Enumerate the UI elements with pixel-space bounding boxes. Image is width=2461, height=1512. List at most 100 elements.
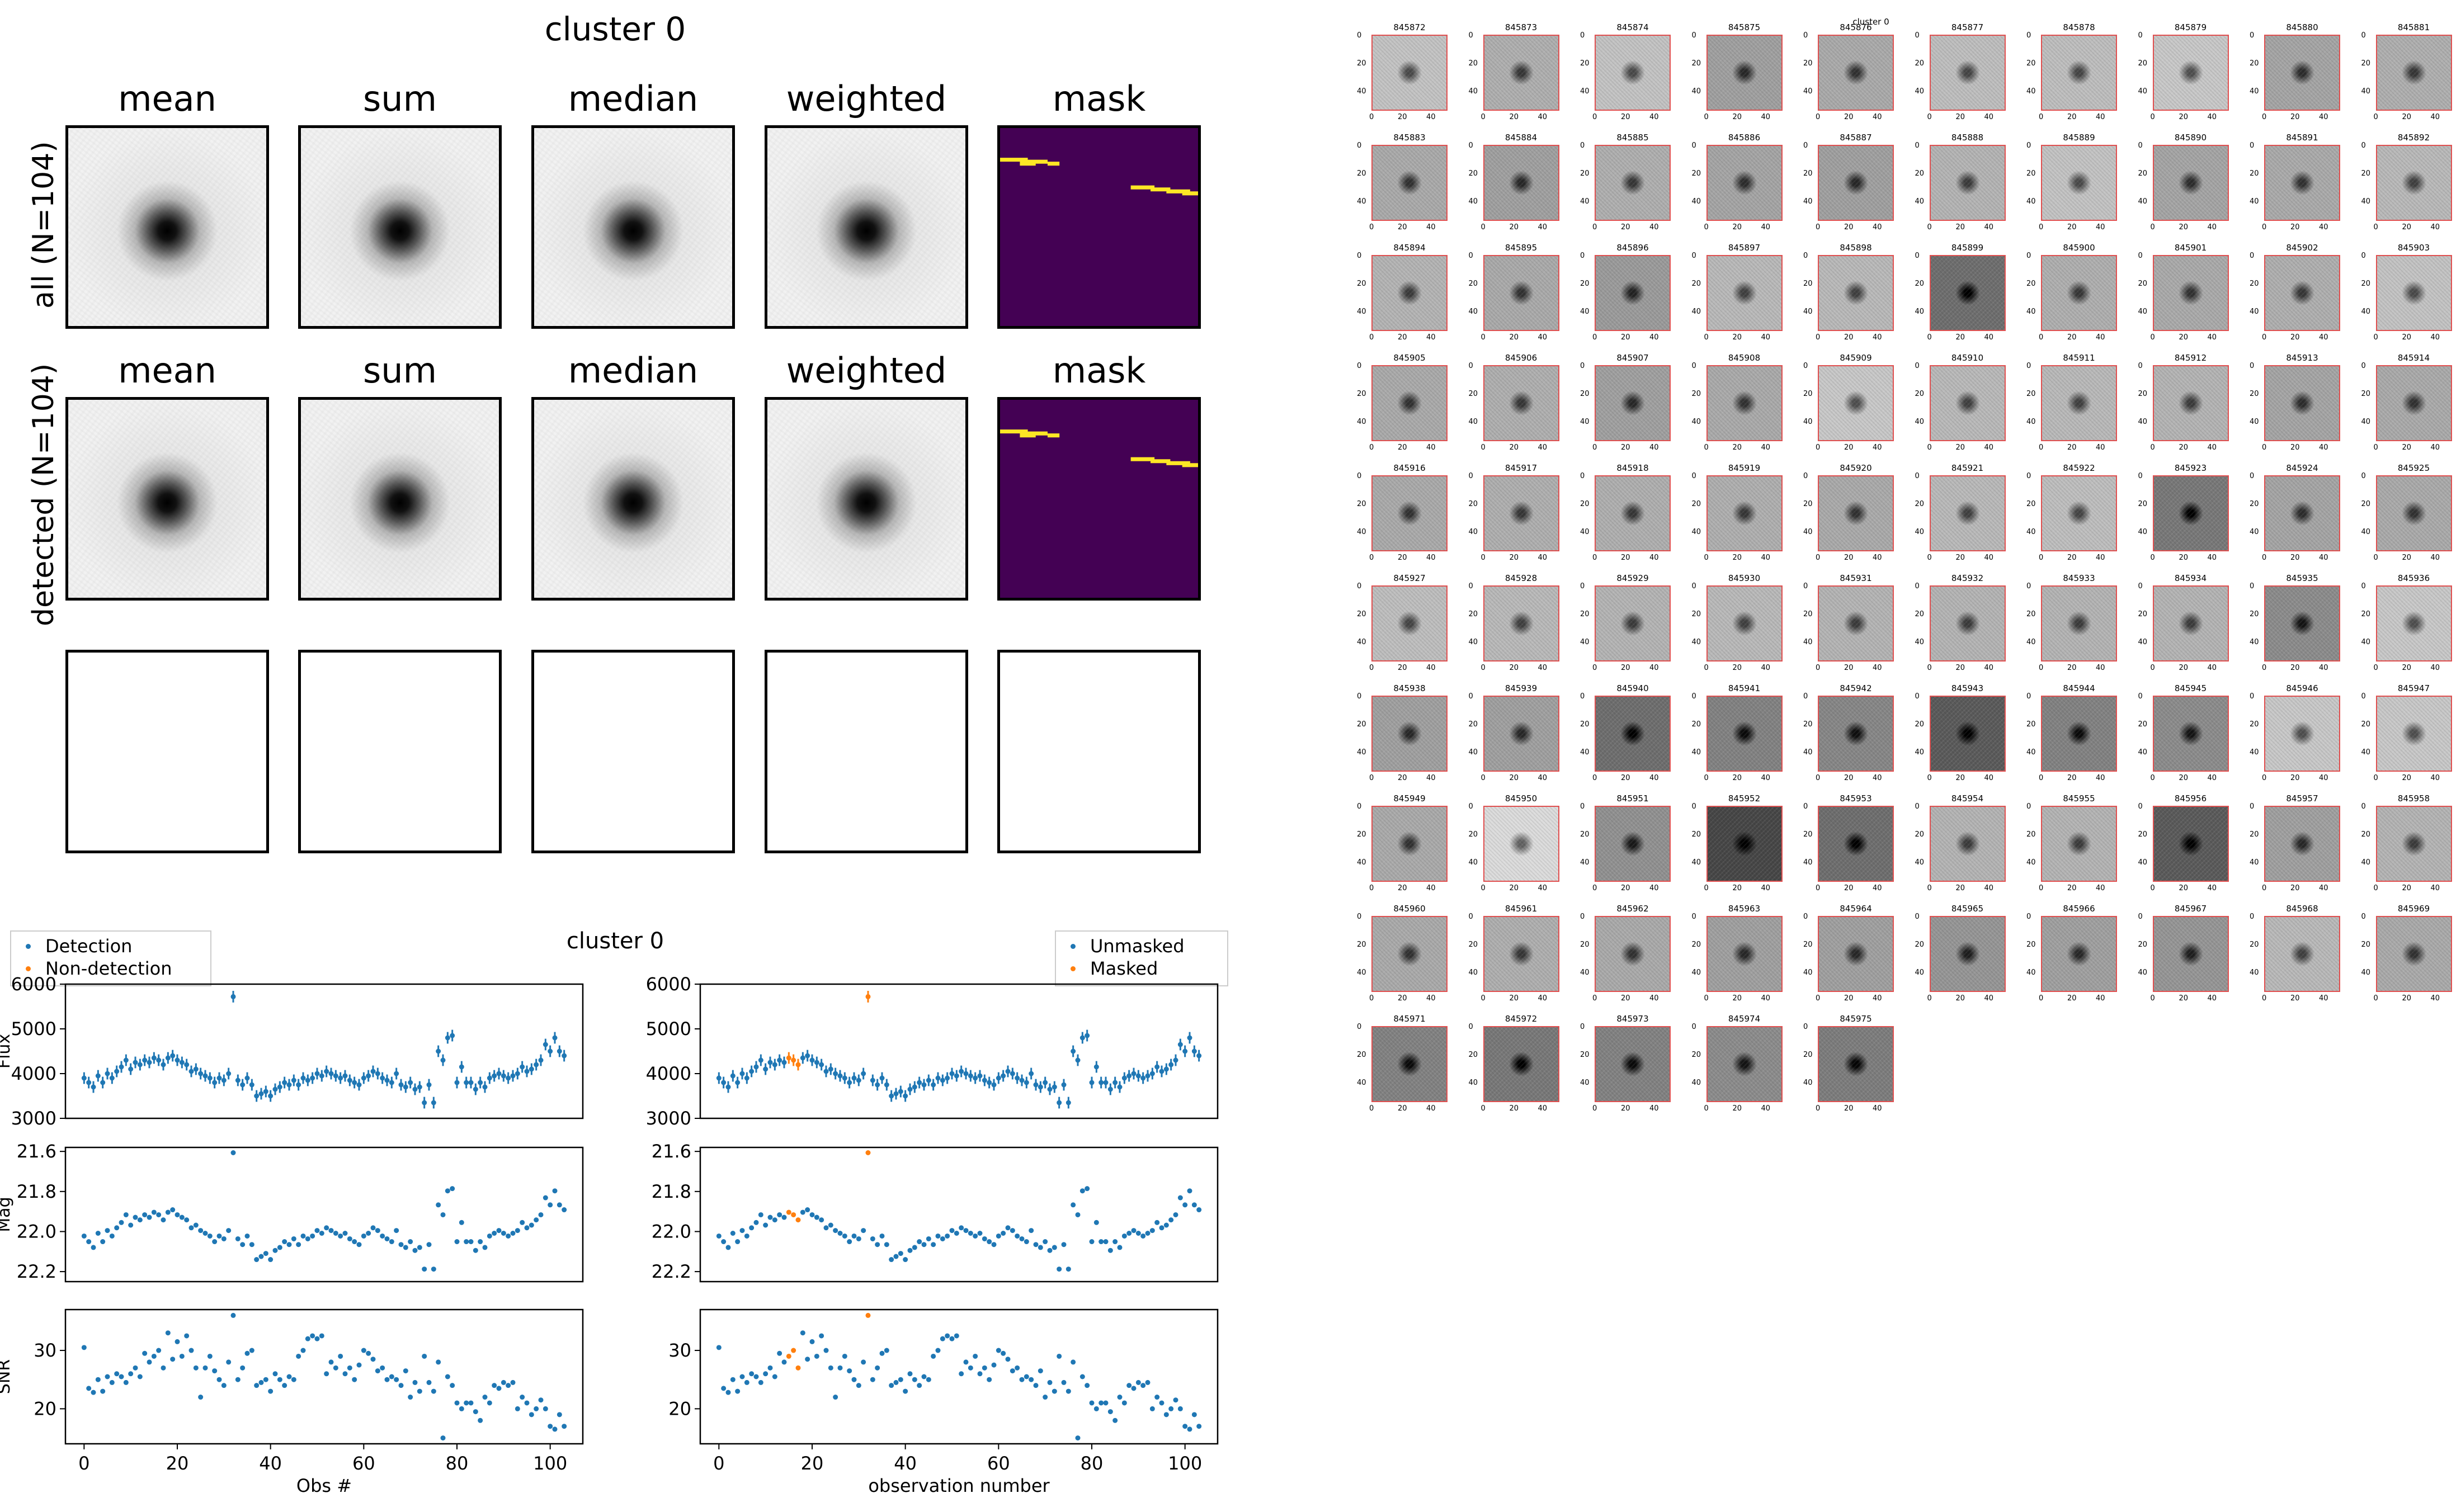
cutout-thumbnail[interactable] bbox=[2152, 255, 2229, 331]
cutout-thumbnail[interactable] bbox=[1595, 145, 1671, 221]
cutout-thumbnail[interactable] bbox=[1929, 475, 2006, 551]
cutout-thumbnail[interactable] bbox=[1706, 916, 1783, 992]
cutout-thumbnail[interactable] bbox=[1818, 916, 1894, 992]
cutout-thumbnail[interactable] bbox=[1483, 145, 1559, 221]
cutout-thumbnail[interactable] bbox=[2375, 585, 2452, 662]
cutout-thumbnail[interactable] bbox=[2041, 585, 2117, 662]
cutout-thumbnail[interactable] bbox=[2264, 255, 2340, 331]
cutout-thumbnail[interactable] bbox=[1929, 255, 2006, 331]
cutout-thumbnail[interactable] bbox=[1595, 806, 1671, 882]
cutout-thumbnail[interactable] bbox=[2152, 35, 2229, 111]
cutout-thumbnail[interactable] bbox=[1483, 806, 1559, 882]
cutout-thumbnail[interactable] bbox=[2264, 916, 2340, 992]
cutout-thumbnail[interactable] bbox=[1929, 696, 2006, 772]
cutout-thumbnail[interactable] bbox=[1595, 1026, 1671, 1102]
cutout-thumbnail[interactable] bbox=[1595, 916, 1671, 992]
cutout-thumbnail[interactable] bbox=[1818, 365, 1894, 441]
cutout-thumbnail[interactable] bbox=[1818, 145, 1894, 221]
cutout-thumbnail[interactable] bbox=[2041, 365, 2117, 441]
cutout-thumbnail[interactable] bbox=[1595, 475, 1671, 551]
cutout-thumbnail[interactable] bbox=[2041, 475, 2117, 551]
cutout-thumbnail[interactable] bbox=[2041, 255, 2117, 331]
cutout-thumbnail[interactable] bbox=[2375, 365, 2452, 441]
cutout-thumbnail[interactable] bbox=[2041, 35, 2117, 111]
cutout-thumbnail[interactable] bbox=[2041, 806, 2117, 882]
cutout-thumbnail[interactable] bbox=[1706, 1026, 1783, 1102]
cutout-thumbnail[interactable] bbox=[1706, 35, 1783, 111]
cutout-thumbnail[interactable] bbox=[1818, 1026, 1894, 1102]
cutout-thumbnail[interactable] bbox=[2375, 696, 2452, 772]
cutout-thumbnail[interactable] bbox=[1595, 255, 1671, 331]
cutout-thumbnail[interactable] bbox=[1706, 475, 1783, 551]
cutout-thumbnail[interactable] bbox=[2264, 35, 2340, 111]
cutout-thumbnail[interactable] bbox=[2264, 696, 2340, 772]
cutout-thumbnail[interactable] bbox=[1371, 1026, 1448, 1102]
cutout-thumbnail[interactable] bbox=[1371, 916, 1448, 992]
cutout-thumbnail[interactable] bbox=[1706, 806, 1783, 882]
cutout-thumbnail[interactable] bbox=[2264, 145, 2340, 221]
cutout-thumbnail[interactable] bbox=[1929, 365, 2006, 441]
cutout-thumbnail[interactable] bbox=[1595, 585, 1671, 662]
cutout-thumbnail[interactable] bbox=[2152, 585, 2229, 662]
cutout-thumbnail[interactable] bbox=[1371, 145, 1448, 221]
cutout-thumbnail[interactable] bbox=[1929, 35, 2006, 111]
cutout-thumbnail[interactable] bbox=[2041, 916, 2117, 992]
cutout-thumbnail[interactable] bbox=[2041, 145, 2117, 221]
cutout-thumbnail[interactable] bbox=[1371, 585, 1448, 662]
cutout-thumbnail[interactable] bbox=[1483, 35, 1559, 111]
thumbnail-ytick: 0 bbox=[1691, 472, 1696, 480]
cutout-thumbnail[interactable] bbox=[1371, 35, 1448, 111]
cutout-thumbnail[interactable] bbox=[1818, 475, 1894, 551]
cutout-thumbnail[interactable] bbox=[1706, 365, 1783, 441]
cutout-thumbnail[interactable] bbox=[1483, 255, 1559, 331]
cutout-thumbnail[interactable] bbox=[1929, 145, 2006, 221]
cutout-thumbnail[interactable] bbox=[1483, 916, 1559, 992]
cutout-thumbnail[interactable] bbox=[1371, 696, 1448, 772]
cutout-thumbnail[interactable] bbox=[2264, 475, 2340, 551]
cutout-thumbnail[interactable] bbox=[2375, 916, 2452, 992]
cutout-thumbnail[interactable] bbox=[2264, 585, 2340, 662]
thumbnail-ytick: 0 bbox=[1915, 692, 1920, 701]
cutout-thumbnail[interactable] bbox=[1706, 585, 1783, 662]
cutout-thumbnail[interactable] bbox=[2041, 696, 2117, 772]
cutout-thumbnail[interactable] bbox=[1706, 145, 1783, 221]
cutout-thumbnail[interactable] bbox=[2152, 145, 2229, 221]
cutout-thumbnail[interactable] bbox=[1371, 806, 1448, 882]
cutout-thumbnail[interactable] bbox=[2375, 255, 2452, 331]
cutout-thumbnail[interactable] bbox=[1929, 806, 2006, 882]
cutout-thumbnail[interactable] bbox=[1706, 696, 1783, 772]
cutout-thumbnail[interactable] bbox=[2375, 806, 2452, 882]
thumbnail-id-label: 845946 bbox=[2286, 683, 2318, 693]
thumbnail-xtick: 40 bbox=[1426, 223, 1436, 231]
cutout-thumbnail[interactable] bbox=[2264, 806, 2340, 882]
cutout-thumbnail[interactable] bbox=[1818, 585, 1894, 662]
cutout-thumbnail[interactable] bbox=[2152, 916, 2229, 992]
cutout-thumbnail[interactable] bbox=[1483, 585, 1559, 662]
cutout-thumbnail[interactable] bbox=[1818, 806, 1894, 882]
cutout-thumbnail[interactable] bbox=[1929, 916, 2006, 992]
cutout-thumbnail[interactable] bbox=[2152, 475, 2229, 551]
cutout-thumbnail[interactable] bbox=[1706, 255, 1783, 331]
cutout-thumbnail[interactable] bbox=[1595, 696, 1671, 772]
cutout-thumbnail[interactable] bbox=[1483, 365, 1559, 441]
thumbnail-ytick: 0 bbox=[1691, 802, 1696, 811]
cutout-thumbnail[interactable] bbox=[1818, 35, 1894, 111]
cutout-thumbnail[interactable] bbox=[1595, 35, 1671, 111]
cutout-thumbnail[interactable] bbox=[2375, 475, 2452, 551]
cutout-thumbnail[interactable] bbox=[2264, 365, 2340, 441]
cutout-thumbnail[interactable] bbox=[1483, 696, 1559, 772]
cutout-thumbnail[interactable] bbox=[1371, 365, 1448, 441]
cutout-thumbnail[interactable] bbox=[1371, 475, 1448, 551]
cutout-thumbnail[interactable] bbox=[1371, 255, 1448, 331]
cutout-thumbnail[interactable] bbox=[1929, 585, 2006, 662]
cutout-thumbnail[interactable] bbox=[1818, 696, 1894, 772]
cutout-thumbnail[interactable] bbox=[2152, 365, 2229, 441]
cutout-thumbnail[interactable] bbox=[1483, 475, 1559, 551]
cutout-thumbnail[interactable] bbox=[2152, 806, 2229, 882]
cutout-thumbnail[interactable] bbox=[1595, 365, 1671, 441]
cutout-thumbnail[interactable] bbox=[2152, 696, 2229, 772]
cutout-thumbnail[interactable] bbox=[1483, 1026, 1559, 1102]
cutout-thumbnail[interactable] bbox=[2375, 35, 2452, 111]
cutout-thumbnail[interactable] bbox=[1818, 255, 1894, 331]
cutout-thumbnail[interactable] bbox=[2375, 145, 2452, 221]
